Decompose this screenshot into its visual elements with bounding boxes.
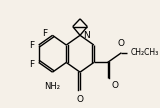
Text: O: O <box>76 95 84 104</box>
Text: N: N <box>83 31 90 40</box>
Text: O: O <box>118 39 125 48</box>
Text: F: F <box>43 29 48 38</box>
Text: F: F <box>29 40 34 49</box>
Text: NH₂: NH₂ <box>44 82 60 91</box>
Text: F: F <box>29 60 34 69</box>
Text: CH₂CH₃: CH₂CH₃ <box>130 48 159 57</box>
Text: O: O <box>112 81 119 90</box>
